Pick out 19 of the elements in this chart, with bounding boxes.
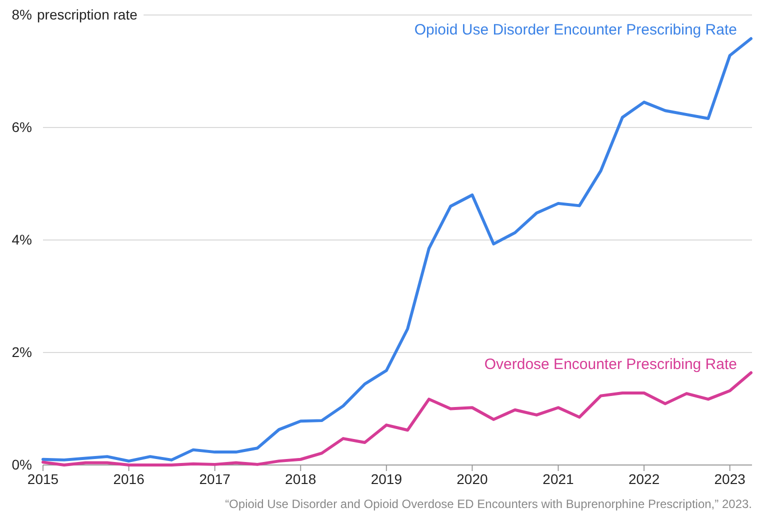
series-label: Opioid Use Disorder Encounter Prescribing Rate bbox=[414, 22, 737, 39]
x-tick-label: 2022 bbox=[628, 470, 660, 487]
series-label: Overdose Encounter Prescribing Rate bbox=[484, 356, 737, 373]
x-tick-label: 2023 bbox=[714, 470, 746, 487]
x-tick-label: 2018 bbox=[285, 470, 316, 487]
x-tick-label: 2015 bbox=[27, 470, 59, 487]
line-series bbox=[42, 37, 752, 463]
y-axis-title: prescription rate bbox=[37, 6, 138, 22]
y-tick-label: 8% bbox=[12, 6, 32, 22]
text: “Opioid Use Disorder and Opioid Overdose ED Encounters with Buprenorphine Prescription,” 2023. bbox=[225, 497, 752, 511]
y-tick-label: 2% bbox=[12, 344, 32, 360]
y-tick-label: 6% bbox=[12, 118, 32, 135]
x-tick-label: 2020 bbox=[456, 470, 488, 487]
x-tick-label: 2019 bbox=[370, 470, 402, 487]
x-tick-label: 2017 bbox=[199, 470, 231, 487]
y-tick-label: 0% bbox=[12, 456, 32, 472]
y-tick-label: 4% bbox=[12, 231, 32, 248]
x-tick-label: 2021 bbox=[542, 470, 574, 487]
x-tick-label: 2016 bbox=[113, 470, 145, 487]
